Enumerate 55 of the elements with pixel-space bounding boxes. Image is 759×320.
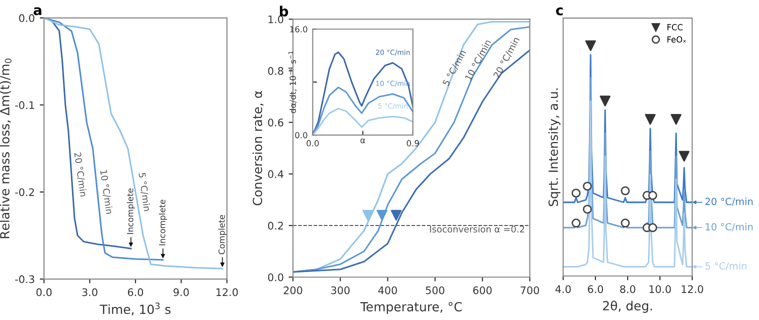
text: 5 °C/min: [138, 172, 151, 212]
x-axis-title: Time, 10$^{3}$ s: [100, 302, 171, 316]
chart-title: b: [280, 6, 288, 17]
point: [600, 96, 610, 106]
y-tick-label: -0.2: [15, 188, 34, 196]
x-tick-label: 6.0: [128, 288, 144, 296]
x-tick-label: 4.0: [555, 285, 571, 294]
x-tick-label: 200: [284, 286, 302, 294]
point: [678, 150, 690, 162]
y-tick-label: -0.3: [15, 275, 34, 284]
x-axis-title: 2θ, deg.: [603, 300, 652, 313]
y-tick-label: 0.4: [268, 170, 284, 178]
text: 20 °C/min: [73, 152, 88, 197]
legend-label: 20 °C/min: [705, 198, 753, 206]
y-tick-label: 0.2: [268, 222, 283, 230]
x-tick-label: 12.0: [216, 288, 238, 296]
legend-label: 5 °C/min: [705, 262, 746, 270]
annotation: Incomplete: [126, 188, 135, 234]
chart-title: a: [34, 7, 42, 16]
text: 10 °C/min: [99, 170, 114, 214]
x-tick-label: 12.0: [682, 285, 704, 294]
y-tick-label: 1.0: [268, 15, 284, 24]
x-axis-title: α: [360, 138, 366, 144]
point: [670, 114, 682, 125]
y-axis-title: dα/dt, 10$^{−4}$ s$^{−1}$: [288, 51, 297, 114]
chart-title: c: [556, 7, 563, 16]
legend-label: 10 °C/min: [706, 222, 753, 232]
legend-label: FCC: [667, 24, 683, 30]
annotation: Complete: [218, 214, 226, 254]
y-tick-label: 0.0: [268, 273, 284, 282]
point: [585, 40, 596, 52]
x-tick-label: 0.9: [406, 140, 419, 146]
x-tick-label: 300: [331, 286, 350, 294]
x-tick-label: 3.0: [82, 288, 98, 296]
x-tick-label: 8.0: [620, 285, 636, 294]
x-tick-label: 6.0: [588, 285, 604, 294]
x-tick-label: 9.0: [174, 288, 189, 296]
x-tick-label: 500: [426, 286, 444, 294]
y-tick-label: -0.1: [15, 101, 34, 110]
y-tick-label: 0.8: [268, 67, 284, 75]
y-axis-title: Conversion rate, α: [252, 90, 264, 206]
legend-label: FeOₓ: [667, 36, 686, 43]
y-axis-title: Relative mass loss, Δm(t)/m$_{0}$: [0, 58, 12, 238]
y-tick-label: 0.0: [19, 14, 34, 22]
y-axis-title: Sqrt. Intensity, a.u.: [548, 88, 560, 206]
x-tick-label: 10.0: [650, 285, 671, 294]
x-tick-label: 600: [473, 286, 492, 294]
y-tick-label: 0.6: [268, 118, 284, 126]
x-tick-label: 400: [378, 286, 397, 294]
ref-line-label: Isoconversion α =0.2: [430, 226, 524, 233]
annotation: Incomplete: [158, 200, 167, 246]
x-axis-title: Temperature, °C: [360, 302, 462, 314]
x-tick-label: 0.0: [36, 288, 52, 296]
x-tick-label: 700: [520, 286, 540, 294]
point: [644, 114, 656, 125]
